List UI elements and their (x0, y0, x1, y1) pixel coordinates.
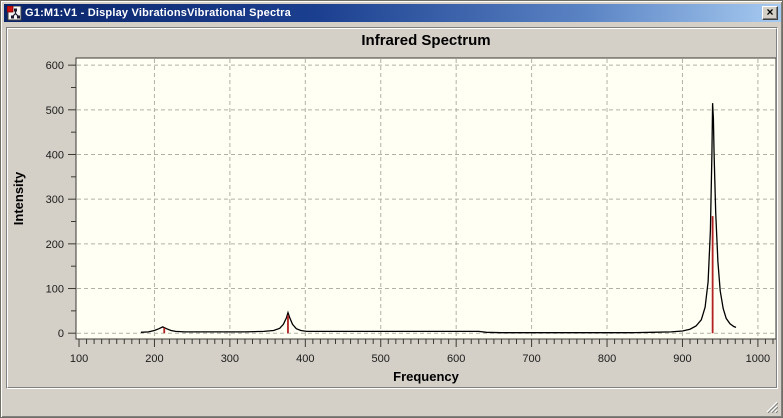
svg-text:400: 400 (46, 149, 64, 161)
svg-text:100: 100 (46, 284, 64, 296)
svg-text:600: 600 (46, 60, 64, 72)
window-titlebar[interactable]: G1:M1:V1 - Display VibrationsVibrational… (4, 4, 781, 22)
svg-text:900: 900 (673, 353, 691, 365)
chart-panel-inner: Infrared Spectrum 100 200 300 400 500 600 700 8… (7, 28, 777, 388)
close-icon: × (766, 5, 774, 19)
svg-text:800: 800 (598, 353, 616, 365)
svg-text:300: 300 (221, 353, 239, 365)
app-icon[interactable] (7, 5, 22, 21)
svg-text:200: 200 (145, 353, 163, 365)
y-axis-label: Intensity (11, 171, 26, 225)
svg-text:300: 300 (46, 194, 64, 206)
svg-text:100: 100 (70, 353, 88, 365)
svg-text:700: 700 (522, 353, 540, 365)
close-button[interactable]: × (762, 6, 778, 20)
svg-text:600: 600 (447, 353, 465, 365)
resize-grip-icon[interactable] (765, 400, 778, 413)
svg-text:500: 500 (46, 105, 64, 117)
x-axis-label: Frequency (393, 369, 460, 384)
svg-text:400: 400 (296, 353, 314, 365)
chart-panel: Infrared Spectrum 100 200 300 400 500 600 700 8… (6, 27, 778, 389)
chart-svg: 100 200 300 400 500 600 700 800 900 1000 0 100 200 30… (11, 57, 776, 384)
chart-title: Infrared Spectrum (361, 32, 491, 49)
svg-text:500: 500 (372, 353, 390, 365)
window-title: G1:M1:V1 - Display VibrationsVibrational… (25, 7, 291, 19)
svg-text:1000: 1000 (746, 353, 770, 365)
svg-text:200: 200 (46, 239, 64, 251)
svg-text:0: 0 (58, 328, 64, 340)
